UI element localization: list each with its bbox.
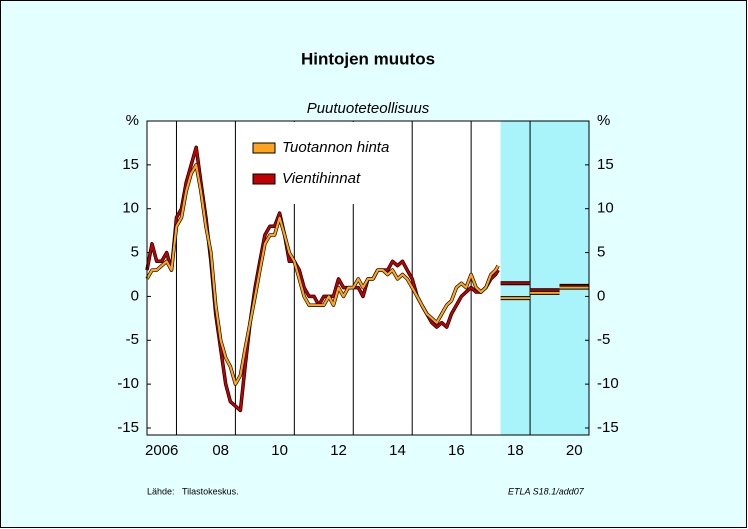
x-tick-label: 10 bbox=[271, 442, 288, 459]
y2-tick-label: 5 bbox=[597, 244, 605, 261]
y2-tick-label: % bbox=[597, 112, 610, 129]
x-tick-label: 2006 bbox=[145, 442, 178, 459]
legend-label: Tuotannon hinta bbox=[282, 139, 389, 156]
y-tick-label: 15 bbox=[122, 156, 139, 173]
legend-label: Vientihinnat bbox=[282, 170, 361, 187]
y-tick-label: -10 bbox=[117, 375, 139, 392]
x-tick-label: 12 bbox=[330, 442, 347, 459]
x-tick-label: 16 bbox=[448, 442, 465, 459]
code: ETLA S18.1/add07 bbox=[508, 486, 585, 496]
series-line bbox=[146, 163, 500, 386]
y-tick-label: -15 bbox=[117, 419, 139, 436]
y-tick-label: 10 bbox=[122, 200, 139, 217]
chart-subtitle: Puutuoteteollisuus bbox=[307, 100, 430, 117]
y2-tick-label: 15 bbox=[597, 156, 614, 173]
y2-tick-label: -10 bbox=[597, 375, 619, 392]
y2-tick-label: 0 bbox=[597, 287, 605, 304]
x-tick-label: 08 bbox=[212, 442, 229, 459]
forecast-region bbox=[500, 121, 589, 435]
y2-tick-label: 10 bbox=[597, 200, 614, 217]
y-tick-label: 5 bbox=[131, 244, 139, 261]
y-tick-label: -5 bbox=[126, 331, 139, 348]
legend-swatch bbox=[252, 173, 276, 185]
legend-swatch bbox=[252, 142, 276, 154]
plot-layer: -15 -15 -10 -10 -5 -5 0 0 5 5 10 10 15 15% % 2006 08 10 12… bbox=[117, 112, 618, 459]
x-tick-label: 20 bbox=[566, 442, 583, 459]
source-label: Lähde: bbox=[147, 486, 175, 496]
x-tick-label: 14 bbox=[389, 442, 406, 459]
plot-border bbox=[146, 120, 590, 436]
y-tick-label: 0 bbox=[131, 287, 139, 304]
y2-tick-label: -15 bbox=[597, 419, 619, 436]
legend-box bbox=[236, 122, 410, 204]
chart-title: Hintojen muutos bbox=[301, 49, 435, 68]
y2-tick-label: -5 bbox=[597, 331, 610, 348]
source: Tilastokeskus. bbox=[182, 486, 239, 496]
y-tick-label: % bbox=[126, 112, 139, 129]
x-tick-label: 18 bbox=[507, 442, 524, 459]
